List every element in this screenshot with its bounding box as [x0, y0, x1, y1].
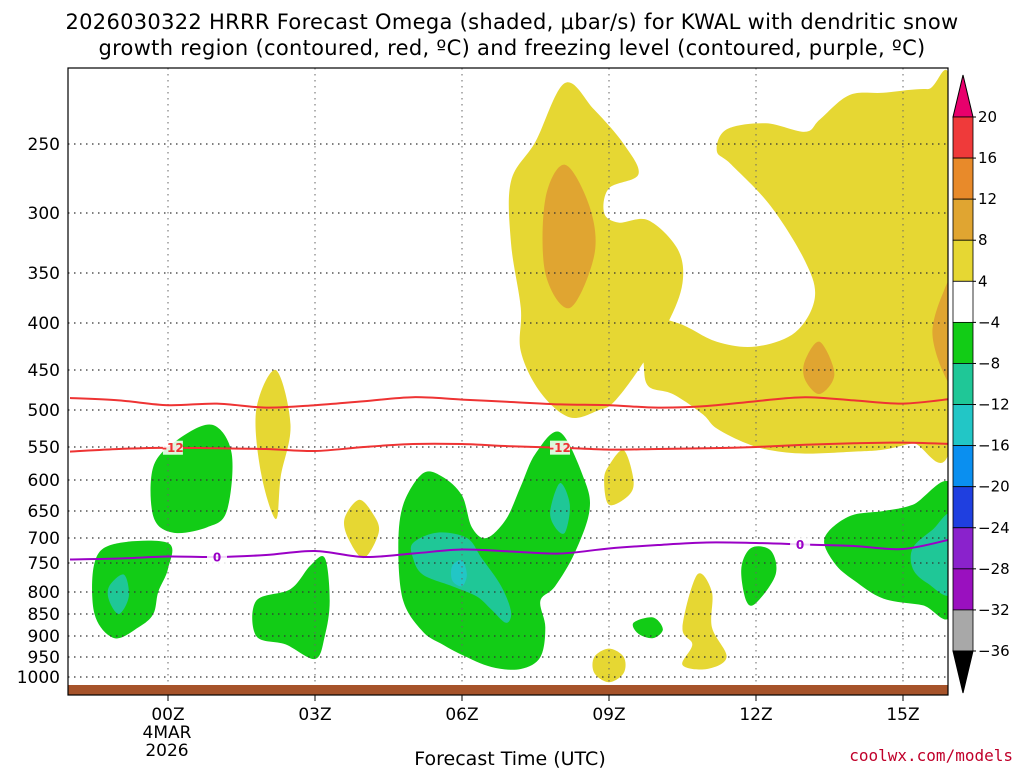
- colorbar-bin: [952, 198, 974, 241]
- y-axis-labels: 2503003504004505005506006507007508008509…: [17, 135, 60, 688]
- colorbar-bin: [952, 609, 974, 652]
- colorbar-label: −36: [978, 642, 1010, 660]
- colorbar-bin: [952, 239, 974, 282]
- colorbar-bin: [952, 527, 974, 570]
- contour-dgz-top: [69, 396, 948, 409]
- contour-label-freezing-level-0: 0: [213, 551, 221, 565]
- plot-frame: [67, 67, 949, 696]
- contour-label-bg: [207, 550, 227, 564]
- omega-regions: [92, 69, 948, 683]
- contour-lines: -12 -12 0 0: [69, 396, 948, 565]
- omega-region-ascent-04z: [343, 499, 380, 559]
- y-tick-1000: 1000: [17, 668, 60, 688]
- colorbar-bin: [952, 486, 974, 529]
- omega-region-ascent-09z-small: [604, 449, 634, 506]
- x-tick-sublabel: 2026: [145, 741, 188, 761]
- y-tick-450: 450: [28, 361, 60, 381]
- omega-region-descent-12z: [741, 546, 777, 606]
- omega-region-ascent-core-a: [542, 164, 596, 309]
- x-axis-title: Forecast Time (UTC): [414, 748, 605, 768]
- y-tick-500: 500: [28, 401, 60, 421]
- contour-label-dgz-bottom-1: -12: [549, 441, 571, 455]
- plot-area: -12 -12 0 0: [68, 68, 948, 695]
- colorbar-label: 16: [978, 149, 997, 167]
- x-tick-03Z: 03Z: [298, 705, 331, 725]
- y-tick-300: 300: [28, 204, 60, 224]
- omega-region-descent-right: [824, 480, 948, 620]
- omega-region-descent-max-06z: [451, 560, 467, 587]
- x-tick-15Z: 15Z: [886, 705, 919, 725]
- colorbar-bin: [952, 321, 974, 364]
- contour-label-bg: [550, 440, 570, 455]
- colorbar-label: −8: [978, 354, 1000, 372]
- y-tick-350: 350: [28, 264, 60, 284]
- contour-label-dgz-bottom-0: -12: [162, 441, 184, 455]
- omega-region-ascent-core-b: [803, 341, 835, 395]
- x-tick-00Z: 00Z: [151, 705, 184, 725]
- colorbar-label: −20: [978, 478, 1010, 496]
- colorbar-label: −28: [978, 560, 1010, 578]
- colorbar-bin: [952, 404, 974, 447]
- x-tick-12Z: 12Z: [739, 705, 772, 725]
- chart-title-line-1: 2026030322 HRRR Forecast Omega (shaded, …: [65, 10, 958, 34]
- omega-region-descent-core-left: [107, 574, 129, 615]
- y-tick-950: 950: [28, 648, 60, 668]
- colorbar-bottom-arrow: [952, 650, 974, 694]
- y-tick-400: 400: [28, 314, 60, 334]
- omega-region-ascent-09z-low: [592, 648, 626, 683]
- y-tick-700: 700: [28, 529, 60, 549]
- y-tick-550: 550: [28, 438, 60, 458]
- credit-text: coolwx.com/models: [849, 746, 1013, 765]
- colorbar-bin: [952, 116, 974, 159]
- x-tick-06Z: 06Z: [445, 705, 478, 725]
- colorbar-label: 12: [978, 190, 997, 208]
- colorbar: 20 16 12 8 4 −4 −8 −12 −16 −20 −24 −28 −32 −36: [952, 74, 1010, 694]
- colorbar-label: −12: [978, 396, 1010, 414]
- colorbar-label: −32: [978, 601, 1010, 619]
- y-tick-600: 600: [28, 471, 60, 491]
- y-tick-750: 750: [28, 554, 60, 574]
- chart-title-line-2: growth region (contoured, red, ºC) and f…: [98, 36, 925, 60]
- colorbar-bin: [952, 568, 974, 611]
- colorbar-label: −16: [978, 437, 1010, 455]
- colorbar-bin: [952, 445, 974, 488]
- colorbar-bin: [952, 280, 974, 323]
- contour-dgz-bottom: [69, 441, 948, 453]
- contour-label-freezing-level-1: 0: [796, 538, 804, 552]
- contour-label-bg: [162, 440, 183, 455]
- omega-region-ascent-core-c: [932, 281, 948, 382]
- x-tick-09Z: 09Z: [592, 705, 625, 725]
- colorbar-label: −4: [978, 313, 1000, 331]
- colorbar-bin: [952, 157, 974, 200]
- omega-region-descent-10z: [632, 617, 663, 639]
- y-tick-250: 250: [28, 135, 60, 155]
- contour-label-bg: [790, 537, 811, 552]
- y-tick-800: 800: [28, 583, 60, 603]
- omega-region-ascent-11z: [682, 573, 727, 670]
- y-tick-650: 650: [28, 502, 60, 522]
- colorbar-bin: [952, 363, 974, 405]
- colorbar-label: 4: [978, 272, 988, 290]
- colorbar-label: −24: [978, 519, 1010, 537]
- omega-region-descent-core-08z: [550, 483, 570, 534]
- colorbar-label: 20: [978, 108, 997, 126]
- omega-region-ascent-upper-right: [636, 69, 948, 463]
- colorbar-top-arrow: [952, 74, 974, 118]
- y-tick-900: 900: [28, 627, 60, 647]
- omega-region-descent-core-right: [910, 513, 948, 596]
- colorbar-label: 8: [978, 231, 988, 249]
- terrain-strip: [68, 685, 948, 695]
- grid: [68, 68, 948, 695]
- y-tick-850: 850: [28, 605, 60, 625]
- x-tick-sublabel: 4MAR: [143, 723, 192, 743]
- omega-region-descent-03z: [252, 556, 330, 660]
